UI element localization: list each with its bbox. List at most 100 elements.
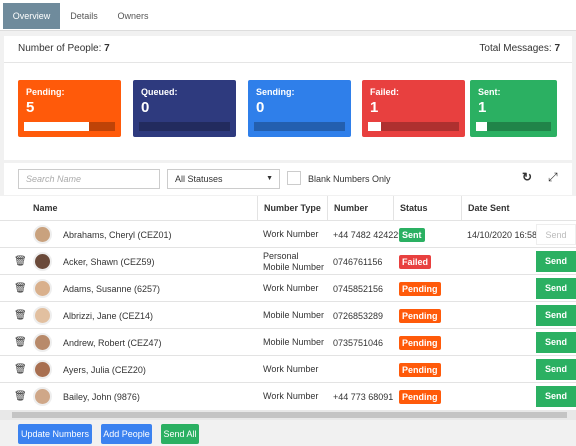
progress-fill <box>476 122 487 131</box>
person-name: Ayers, Julia (CEZ20) <box>63 364 146 375</box>
number-type: Work Number <box>263 229 319 239</box>
search-input[interactable]: Search Name <box>18 169 160 189</box>
card-count: 5 <box>26 99 35 116</box>
card-label: Sent: <box>478 87 501 97</box>
progress-track <box>24 122 115 131</box>
column-header: Number <box>327 196 393 220</box>
checkbox[interactable] <box>287 171 301 185</box>
send-button[interactable]: Send <box>536 251 576 272</box>
avatar <box>33 306 52 325</box>
checkbox-label: Blank Numbers Only <box>308 174 391 184</box>
send-button[interactable]: Send <box>536 332 576 353</box>
status-badge: Sent <box>399 227 425 242</box>
status-cell: Sent <box>393 221 425 248</box>
people-summary: Number of People: 7 <box>18 43 110 54</box>
messages-summary: Total Messages: 7 <box>479 43 560 54</box>
avatar <box>33 360 52 379</box>
progress-track <box>368 122 459 131</box>
number-type: Work Number <box>263 283 319 293</box>
status-card: Sent: 1 <box>470 80 557 137</box>
number-type: Work Number <box>263 391 319 401</box>
send-button[interactable]: Send <box>536 305 576 326</box>
table-row: 🗑 Andrew, Robert (CEZ47) Mobile Number 0735… <box>0 328 576 355</box>
select-text: All Statuses <box>175 174 223 184</box>
status-cell: Pending <box>393 275 441 302</box>
delete-icon[interactable]: 🗑 <box>14 391 27 402</box>
status-badge: Failed <box>399 254 432 269</box>
status-badge: Pending <box>399 335 441 350</box>
table-row: 🗑 Albrizzi, Jane (CEZ14) Mobile Number 0726… <box>0 301 576 328</box>
person-name: Bailey, John (9876) <box>63 391 140 402</box>
status-badge: Pending <box>399 362 441 377</box>
avatar <box>33 225 52 244</box>
progress-track <box>139 122 230 131</box>
status-select[interactable]: All Statuses ▼ <box>167 169 280 189</box>
label: Total Messages: <box>479 43 552 54</box>
card-count: 1 <box>370 99 379 116</box>
tab[interactable]: Overview <box>3 3 60 29</box>
send-button[interactable]: Send <box>536 359 576 380</box>
card-count: 0 <box>141 99 150 116</box>
phone-number: 0745852156 <box>333 283 384 294</box>
send-button[interactable]: Send <box>536 278 576 299</box>
delete-icon[interactable]: 🗑 <box>14 283 27 294</box>
divider <box>4 62 572 63</box>
caret: ▼ <box>266 175 273 182</box>
refresh-icon[interactable]: ↻ <box>522 170 533 184</box>
person-name: Adams, Susanne (6257) <box>63 283 161 294</box>
status-cell: Pending <box>393 302 441 329</box>
scrollbar[interactable] <box>0 410 576 420</box>
avatar <box>33 387 52 406</box>
column-header: Date Sent <box>461 196 531 220</box>
number-type: Mobile Number <box>263 337 325 347</box>
phone-number: 0735751046 <box>333 337 384 348</box>
number-type: Work Number <box>263 364 319 374</box>
card-count: 0 <box>256 99 265 116</box>
label: Number of People: <box>18 43 102 54</box>
progress-fill <box>24 122 89 131</box>
send-button[interactable]: Send <box>536 386 576 407</box>
tab[interactable]: Details <box>70 11 98 21</box>
card-label: Failed: <box>370 87 400 97</box>
number-type: Personal Mobile Number <box>263 250 325 272</box>
date-sent: 14/10/2020 16:58 <box>467 229 538 240</box>
number-type: Mobile Number <box>263 310 325 320</box>
delete-icon[interactable]: 🗑 <box>14 364 27 375</box>
progress-fill <box>368 122 381 131</box>
value: 7 <box>104 43 110 54</box>
column-header: Status <box>393 196 461 220</box>
delete-icon[interactable]: 🗑 <box>14 256 27 267</box>
table-row: Abrahams, Cheryl (CEZ01) Work Number +44 7… <box>0 220 576 247</box>
avatar <box>33 252 52 271</box>
status-cell: Pending <box>393 356 441 383</box>
delete-icon[interactable]: 🗑 <box>14 337 27 348</box>
table-row: 🗑 Ayers, Julia (CEZ20) Work Number Pending S… <box>0 355 576 382</box>
tab[interactable]: Owners <box>117 11 149 21</box>
person-name: Albrizzi, Jane (CEZ14) <box>63 310 154 321</box>
card-label: Pending: <box>26 87 65 97</box>
delete-icon[interactable]: 🗑 <box>14 310 27 321</box>
card-label: Sending: <box>256 87 295 97</box>
phone-number: +44 773 68091 <box>333 391 394 402</box>
send-button: Send <box>536 224 576 245</box>
value: 7 <box>554 43 560 54</box>
expand-icon[interactable]: ⤢ <box>548 170 558 184</box>
status-cell: Pending <box>393 383 441 410</box>
status-card: Failed: 1 <box>362 80 465 137</box>
button[interactable]: Send All <box>161 424 199 444</box>
avatar <box>33 333 52 352</box>
avatar <box>33 279 52 298</box>
scroll-thumb[interactable] <box>12 412 567 418</box>
column-header: Name <box>33 203 58 213</box>
progress-track <box>476 122 551 131</box>
status-badge: Pending <box>399 308 441 323</box>
table-row: 🗑 Acker, Shawn (CEZ59) Personal Mobile Num… <box>0 247 576 274</box>
phone-number: +44 7482 424229 <box>333 229 404 240</box>
status-cell: Pending <box>393 329 441 356</box>
button[interactable]: Add People <box>101 424 152 444</box>
person-name: Acker, Shawn (CEZ59) <box>63 256 155 267</box>
card-count: 1 <box>478 99 487 116</box>
status-card: Sending: 0 <box>248 80 351 137</box>
button[interactable]: Update Numbers <box>18 424 92 444</box>
